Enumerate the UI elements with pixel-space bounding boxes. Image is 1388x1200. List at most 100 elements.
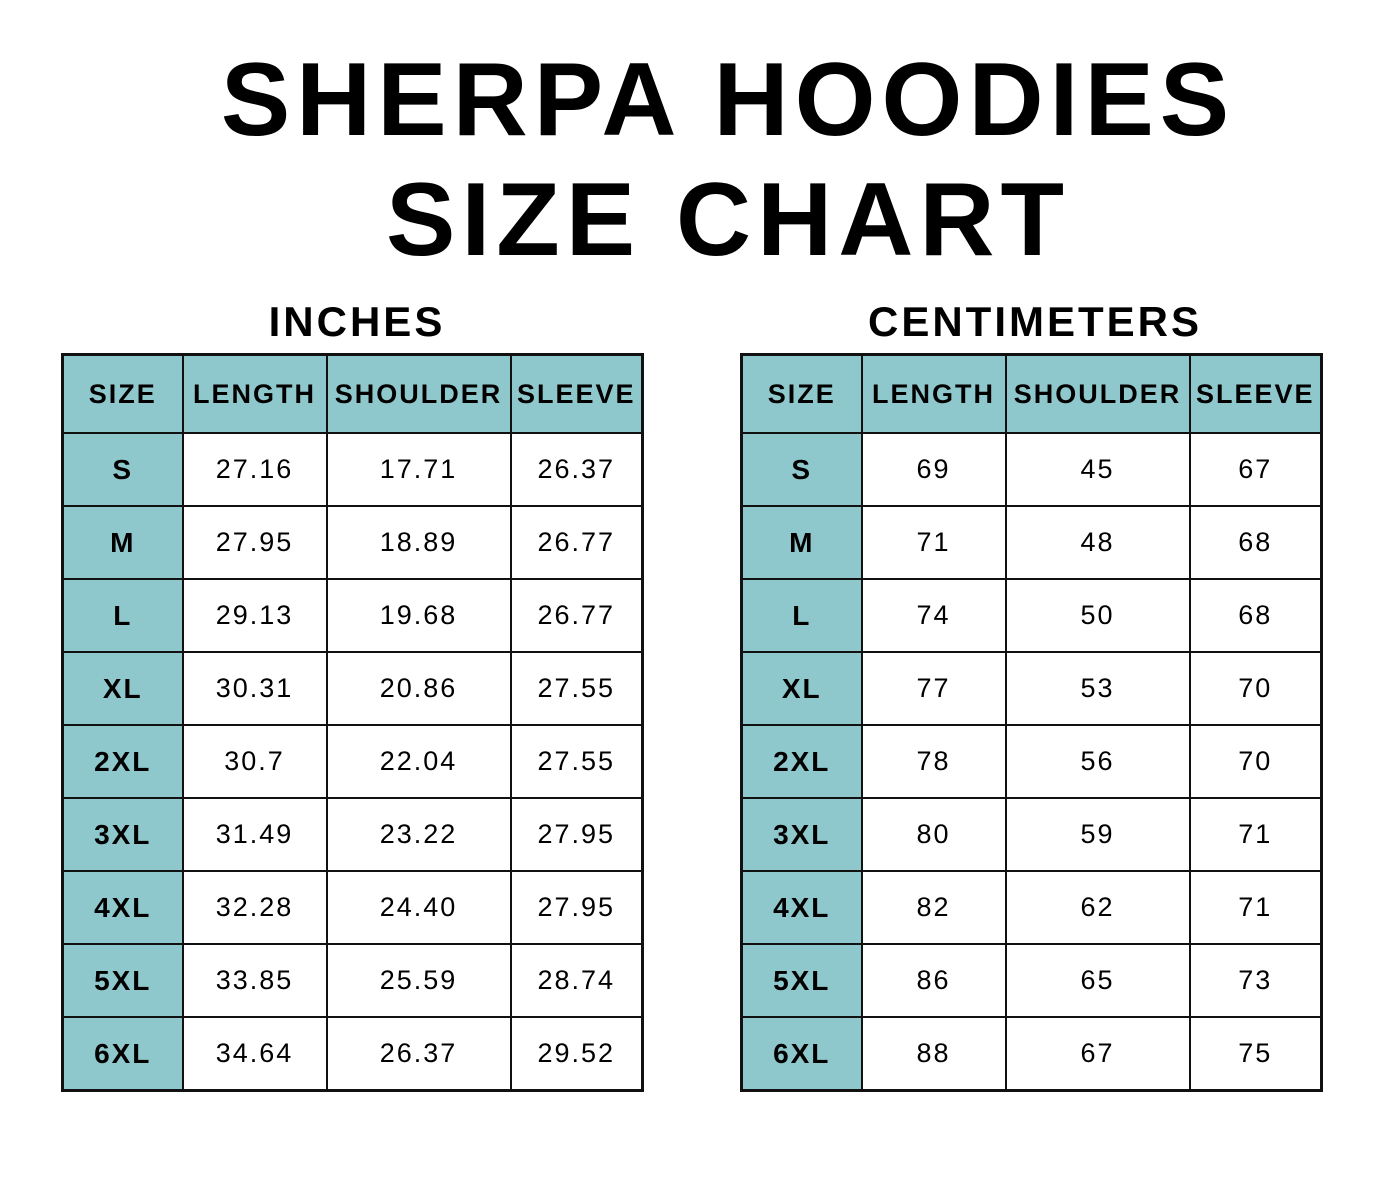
column-header-length: LENGTH bbox=[181, 353, 328, 434]
length-cell: 80 bbox=[860, 797, 1007, 872]
inches-size-table: SIZE LENGTH SHOULDER SLEEVE S 27.16 17.71 26.37… bbox=[61, 353, 644, 1092]
sleeve-cell: 28.74 bbox=[509, 943, 644, 1018]
length-cell: 30.7 bbox=[181, 724, 328, 799]
table-row: 2XL 30.7 22.04 27.55 bbox=[61, 724, 644, 799]
size-cell: M bbox=[740, 505, 863, 580]
column-header-size: SIZE bbox=[61, 353, 184, 434]
table-row: 6XL 88 67 75 bbox=[740, 1016, 1323, 1092]
table-row: 3XL 80 59 71 bbox=[740, 797, 1323, 872]
sleeve-cell: 26.37 bbox=[509, 432, 644, 507]
length-cell: 86 bbox=[860, 943, 1007, 1018]
shoulder-cell: 25.59 bbox=[325, 943, 512, 1018]
table-row: 3XL 31.49 23.22 27.95 bbox=[61, 797, 644, 872]
table-row: XL 30.31 20.86 27.55 bbox=[61, 651, 644, 726]
shoulder-cell: 26.37 bbox=[325, 1016, 512, 1092]
centimeters-size-table: SIZE LENGTH SHOULDER SLEEVE S 69 45 67 M 71 48 68 L 7… bbox=[740, 353, 1323, 1092]
sleeve-cell: 75 bbox=[1188, 1016, 1323, 1092]
table-row: 2XL 78 56 70 bbox=[740, 724, 1323, 799]
table-row: M 27.95 18.89 26.77 bbox=[61, 505, 644, 580]
size-cell: S bbox=[740, 432, 863, 507]
shoulder-cell: 23.22 bbox=[325, 797, 512, 872]
table-row: 4XL 82 62 71 bbox=[740, 870, 1323, 945]
column-header-size: SIZE bbox=[740, 353, 863, 434]
table-row: 6XL 34.64 26.37 29.52 bbox=[61, 1016, 644, 1092]
shoulder-cell: 17.71 bbox=[325, 432, 512, 507]
sleeve-cell: 27.95 bbox=[509, 870, 644, 945]
sleeve-cell: 27.55 bbox=[509, 724, 644, 799]
sleeve-cell: 68 bbox=[1188, 505, 1323, 580]
size-cell: S bbox=[61, 432, 184, 507]
length-cell: 34.64 bbox=[181, 1016, 328, 1092]
sleeve-cell: 26.77 bbox=[509, 578, 644, 653]
sleeve-cell: 26.77 bbox=[509, 505, 644, 580]
column-header-shoulder: SHOULDER bbox=[325, 353, 512, 434]
shoulder-cell: 65 bbox=[1004, 943, 1191, 1018]
sleeve-cell: 29.52 bbox=[509, 1016, 644, 1092]
shoulder-cell: 19.68 bbox=[325, 578, 512, 653]
header-row: SIZE LENGTH SHOULDER SLEEVE bbox=[740, 353, 1323, 434]
size-cell: 3XL bbox=[740, 797, 863, 872]
sleeve-cell: 67 bbox=[1188, 432, 1323, 507]
table-row: 4XL 32.28 24.40 27.95 bbox=[61, 870, 644, 945]
size-cell: L bbox=[740, 578, 863, 653]
title-line-1: SHERPA HOODIES bbox=[220, 42, 1236, 158]
length-cell: 27.16 bbox=[181, 432, 328, 507]
sleeve-cell: 68 bbox=[1188, 578, 1323, 653]
shoulder-cell: 18.89 bbox=[325, 505, 512, 580]
table-row: S 69 45 67 bbox=[740, 432, 1323, 507]
shoulder-cell: 56 bbox=[1004, 724, 1191, 799]
length-cell: 31.49 bbox=[181, 797, 328, 872]
length-cell: 74 bbox=[860, 578, 1007, 653]
size-cell: 2XL bbox=[740, 724, 863, 799]
size-cell: 6XL bbox=[740, 1016, 863, 1092]
size-cell: 6XL bbox=[61, 1016, 184, 1092]
centimeters-heading: CENTIMETERS bbox=[867, 298, 1202, 345]
shoulder-cell: 62 bbox=[1004, 870, 1191, 945]
table-row: M 71 48 68 bbox=[740, 505, 1323, 580]
shoulder-cell: 67 bbox=[1004, 1016, 1191, 1092]
length-cell: 88 bbox=[860, 1016, 1007, 1092]
length-cell: 78 bbox=[860, 724, 1007, 799]
table-row: XL 77 53 70 bbox=[740, 651, 1323, 726]
length-cell: 82 bbox=[860, 870, 1007, 945]
shoulder-cell: 50 bbox=[1004, 578, 1191, 653]
sleeve-cell: 71 bbox=[1188, 797, 1323, 872]
length-cell: 71 bbox=[860, 505, 1007, 580]
size-cell: L bbox=[61, 578, 184, 653]
column-header-sleeve: SLEEVE bbox=[1188, 353, 1323, 434]
inches-heading: INCHES bbox=[268, 298, 446, 345]
column-header-length: LENGTH bbox=[860, 353, 1007, 434]
table-row: L 29.13 19.68 26.77 bbox=[61, 578, 644, 653]
length-cell: 32.28 bbox=[181, 870, 328, 945]
sleeve-cell: 27.55 bbox=[509, 651, 644, 726]
column-header-sleeve: SLEEVE bbox=[509, 353, 644, 434]
size-cell: 5XL bbox=[61, 943, 184, 1018]
title-line-2: SIZE CHART bbox=[386, 162, 1070, 278]
length-cell: 27.95 bbox=[181, 505, 328, 580]
shoulder-cell: 22.04 bbox=[325, 724, 512, 799]
length-cell: 29.13 bbox=[181, 578, 328, 653]
length-cell: 33.85 bbox=[181, 943, 328, 1018]
size-cell: XL bbox=[61, 651, 184, 726]
shoulder-cell: 24.40 bbox=[325, 870, 512, 945]
sleeve-cell: 73 bbox=[1188, 943, 1323, 1018]
shoulder-cell: 59 bbox=[1004, 797, 1191, 872]
size-cell: 3XL bbox=[61, 797, 184, 872]
size-cell: 5XL bbox=[740, 943, 863, 1018]
size-cell: 4XL bbox=[61, 870, 184, 945]
shoulder-cell: 48 bbox=[1004, 505, 1191, 580]
shoulder-cell: 45 bbox=[1004, 432, 1191, 507]
size-cell: XL bbox=[740, 651, 863, 726]
shoulder-cell: 20.86 bbox=[325, 651, 512, 726]
length-cell: 69 bbox=[860, 432, 1007, 507]
size-cell: 4XL bbox=[740, 870, 863, 945]
table-row: 5XL 33.85 25.59 28.74 bbox=[61, 943, 644, 1018]
sleeve-cell: 70 bbox=[1188, 651, 1323, 726]
sleeve-cell: 70 bbox=[1188, 724, 1323, 799]
table-row: S 27.16 17.71 26.37 bbox=[61, 432, 644, 507]
table-row: 5XL 86 65 73 bbox=[740, 943, 1323, 1018]
size-cell: M bbox=[61, 505, 184, 580]
table-row: L 74 50 68 bbox=[740, 578, 1323, 653]
column-header-shoulder: SHOULDER bbox=[1004, 353, 1191, 434]
size-cell: 2XL bbox=[61, 724, 184, 799]
